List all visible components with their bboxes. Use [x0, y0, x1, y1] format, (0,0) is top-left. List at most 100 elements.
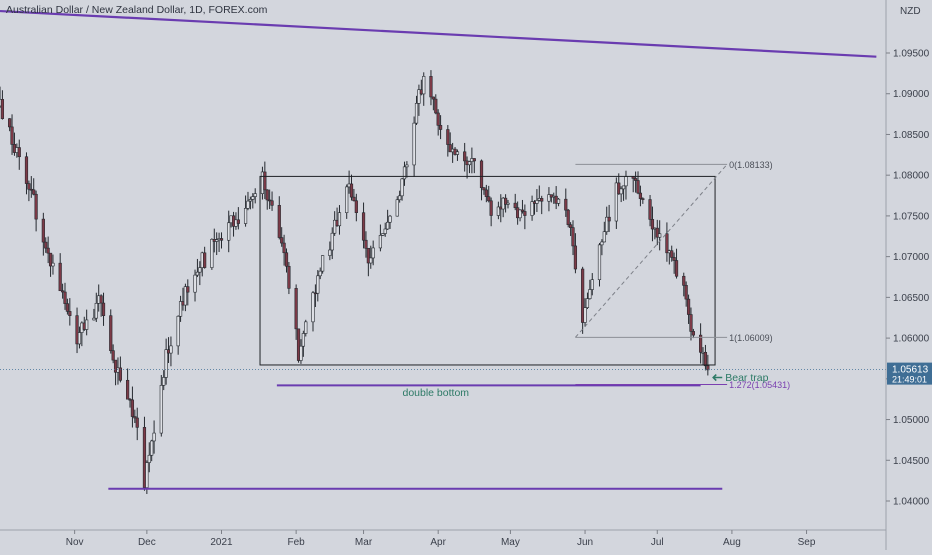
candle-body [133, 416, 137, 419]
fib-diagonal-line [575, 164, 728, 338]
candle-body [648, 199, 652, 220]
candle-body [251, 196, 255, 200]
candle-body [253, 193, 257, 197]
candle-body [463, 151, 467, 162]
fib-level-label: 1.272(1.05431) [729, 380, 790, 390]
candle-body [621, 185, 626, 190]
candle-body [617, 182, 621, 195]
candle-body [46, 247, 50, 254]
candle-body [99, 295, 103, 304]
candle-body [602, 231, 606, 243]
candle-body [689, 314, 693, 332]
candle-body [581, 268, 585, 323]
y-tick-label: 1.04500 [893, 456, 930, 467]
candle-body [337, 212, 342, 227]
candle-body [402, 166, 407, 180]
candle-body [650, 219, 655, 230]
candle-body [487, 196, 491, 202]
candle-body [301, 333, 305, 347]
candle-body [299, 345, 303, 361]
candle-body [65, 303, 70, 312]
candle-body [641, 198, 645, 200]
candle-body [321, 255, 325, 272]
candle-body [364, 239, 368, 249]
candle-body [0, 99, 5, 119]
candle-body [236, 219, 240, 224]
candle-body [287, 265, 291, 289]
candle-body [186, 286, 190, 293]
candle-body [438, 125, 443, 130]
candle-body [345, 186, 349, 213]
candle-body [34, 193, 38, 220]
candle-body [130, 399, 135, 417]
candle-body [665, 233, 669, 254]
x-tick-label: Nov [66, 537, 84, 548]
candle-body [682, 275, 686, 286]
candle-body [349, 183, 354, 198]
candle-body [670, 250, 674, 258]
candle-body [400, 178, 404, 197]
candle-body [484, 189, 488, 197]
x-tick-label: Feb [288, 537, 306, 548]
y-tick-label: 1.09500 [893, 49, 930, 60]
candle-body [152, 432, 156, 442]
candle-body [126, 379, 130, 400]
y-tick-label: 1.04000 [893, 497, 930, 508]
candle-body [706, 365, 710, 371]
candle-body [361, 212, 366, 241]
candle-body [183, 286, 187, 306]
candle-body [429, 76, 433, 98]
candle-body [135, 417, 139, 428]
candle-body [691, 331, 695, 336]
candle-body [92, 317, 96, 321]
candle-body [636, 180, 640, 194]
candle-body [388, 215, 392, 223]
x-tick-label: Sep [798, 537, 816, 548]
candle-body [564, 198, 568, 211]
drawings-layer: 0(1.08133) 1(1.06009) 1.272(1.05431) double… [0, 9, 886, 490]
candle-body [10, 126, 14, 145]
candle-body [8, 118, 12, 128]
candle-body [547, 194, 551, 202]
candle-body [24, 156, 29, 184]
candle-body [282, 242, 286, 254]
x-tick-label: Jul [651, 537, 664, 548]
candle-body [479, 160, 484, 189]
candle-body [699, 334, 703, 353]
candles-layer [0, 70, 710, 494]
candle-body [352, 196, 356, 202]
candle-body [674, 260, 679, 277]
candle-body [412, 122, 416, 166]
candle-body [566, 209, 570, 225]
candle-body [634, 178, 638, 181]
candle-body [280, 237, 284, 244]
candle-body [118, 367, 122, 381]
candle-body [568, 224, 573, 228]
candle-body [219, 238, 224, 241]
candle-body [51, 262, 55, 267]
y-tick-label: 1.05000 [893, 415, 930, 426]
candle-body [455, 151, 460, 155]
candle-body [227, 222, 231, 241]
candle-body [482, 187, 486, 191]
candle-body [513, 202, 517, 209]
candle-body [405, 164, 409, 168]
double-bottom-label: double bottom [402, 387, 469, 399]
candle-body [193, 274, 197, 293]
candle-body [147, 454, 151, 463]
candle-body [371, 247, 375, 259]
descending-trendline [0, 9, 877, 58]
candle-body [101, 302, 106, 316]
candle-body [248, 199, 252, 202]
candle-body [619, 188, 623, 195]
candle-body [436, 112, 440, 126]
candle-body [590, 279, 594, 290]
candle-body [330, 232, 334, 251]
candle-body [270, 200, 274, 206]
x-tick-label: Mar [355, 537, 373, 548]
candle-body [600, 241, 604, 246]
candle-body [354, 200, 358, 213]
